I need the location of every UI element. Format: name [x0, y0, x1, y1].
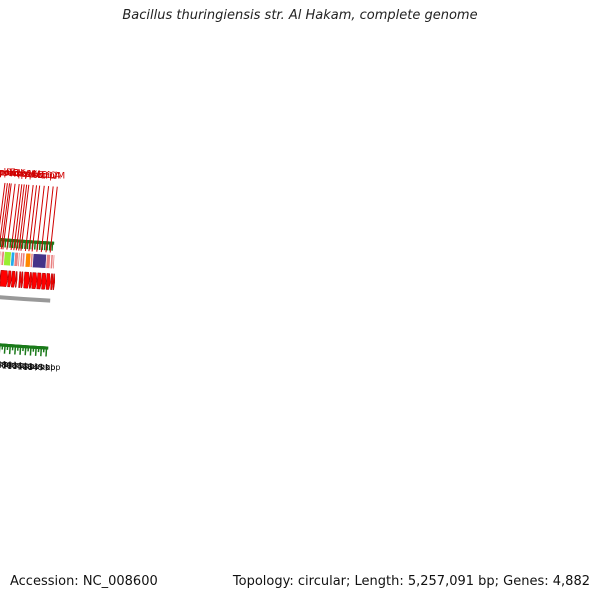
gene-label: cbiQ — [37, 171, 57, 181]
gene-arrow — [20, 271, 24, 289]
gene-label: rplR — [0, 168, 12, 178]
gene-block — [52, 254, 56, 270]
kbp-label: 135 kbp — [0, 359, 8, 368]
gene-arrow — [18, 271, 22, 288]
gene-leader-line — [45, 186, 54, 253]
gene-block — [21, 252, 26, 268]
kbp-label: 143 kbp — [17, 363, 50, 372]
gene-leader-line — [10, 184, 20, 250]
gene-leader-line — [13, 184, 23, 251]
kbp-label: 140 kbp — [2, 361, 35, 370]
gene-block — [45, 254, 51, 269]
gene-label: rplO — [0, 168, 19, 178]
gene-arrow — [41, 272, 47, 290]
gene-label: secY — [3, 169, 24, 179]
gene-label: rplQ — [25, 170, 44, 180]
kbp-label: 142 kbp — [12, 362, 45, 371]
gene-arrow — [52, 273, 56, 291]
gene-arrow — [28, 272, 33, 289]
gene-leader-line — [0, 182, 6, 226]
gene-label: rpsE — [0, 168, 16, 178]
gene-leader-line — [2, 183, 12, 250]
kbp-label: 138 kbp — [0, 361, 24, 370]
gene-arrow — [7, 270, 12, 288]
gene-leader-line — [40, 186, 50, 253]
accession-text: Accession: NC_008600 — [10, 574, 158, 589]
gene-leader-line — [36, 185, 45, 252]
genome-title: Bacillus thuringiensis str. Al Hakam, co… — [122, 8, 478, 23]
genome-backbone — [0, 295, 51, 303]
gene-leader-line — [18, 184, 28, 251]
gene-leader-line — [6, 183, 16, 250]
gene-arrow — [45, 273, 51, 290]
gene-label: truA — [42, 171, 62, 181]
gene-arrow — [10, 270, 16, 288]
gene-leader-line — [24, 185, 34, 252]
gene-leader-line — [20, 184, 30, 251]
gene-leader-line — [15, 184, 25, 251]
gene-leader-line — [0, 183, 11, 250]
gene-label: cbiO — [32, 171, 52, 181]
gene-label: map — [10, 169, 30, 179]
gene-arrow — [0, 269, 9, 287]
gene-label: rpmD — [0, 168, 20, 178]
gene-leader-line — [49, 186, 58, 253]
gene-arrow — [23, 271, 30, 289]
topology-text: Topology: circular; Length: 5,257,091 bp… — [232, 574, 590, 589]
kbp-label: 137 kbp — [0, 360, 19, 369]
kbp-label: 141 kbp — [7, 362, 40, 371]
gene-label: cbiO — [28, 171, 48, 181]
gene-arrow — [31, 272, 38, 289]
gene-label: rpsK — [17, 170, 38, 180]
gene-leader-line — [31, 185, 41, 252]
gene-arrow — [36, 272, 42, 290]
gene-label: infA — [14, 169, 32, 179]
kbp-label: 144 kbp — [23, 363, 56, 372]
gene-block — [17, 252, 21, 267]
gene-label: rpsM — [14, 170, 36, 180]
kbp-label: 136 kbp — [0, 360, 14, 369]
gene-block — [3, 251, 12, 267]
gene-leader-line — [28, 185, 38, 252]
gene-arrow — [15, 271, 18, 288]
gene-leader-line — [0, 183, 8, 245]
gene-label: rpoA — [21, 170, 43, 180]
kbp-label: 145 kbp — [28, 363, 61, 372]
kbp-label: 139 kbp — [0, 361, 29, 370]
gene-block — [32, 253, 47, 269]
gene-label: adk — [9, 169, 26, 179]
gene-label: rplM — [46, 172, 66, 182]
gene-arrow — [50, 273, 54, 290]
